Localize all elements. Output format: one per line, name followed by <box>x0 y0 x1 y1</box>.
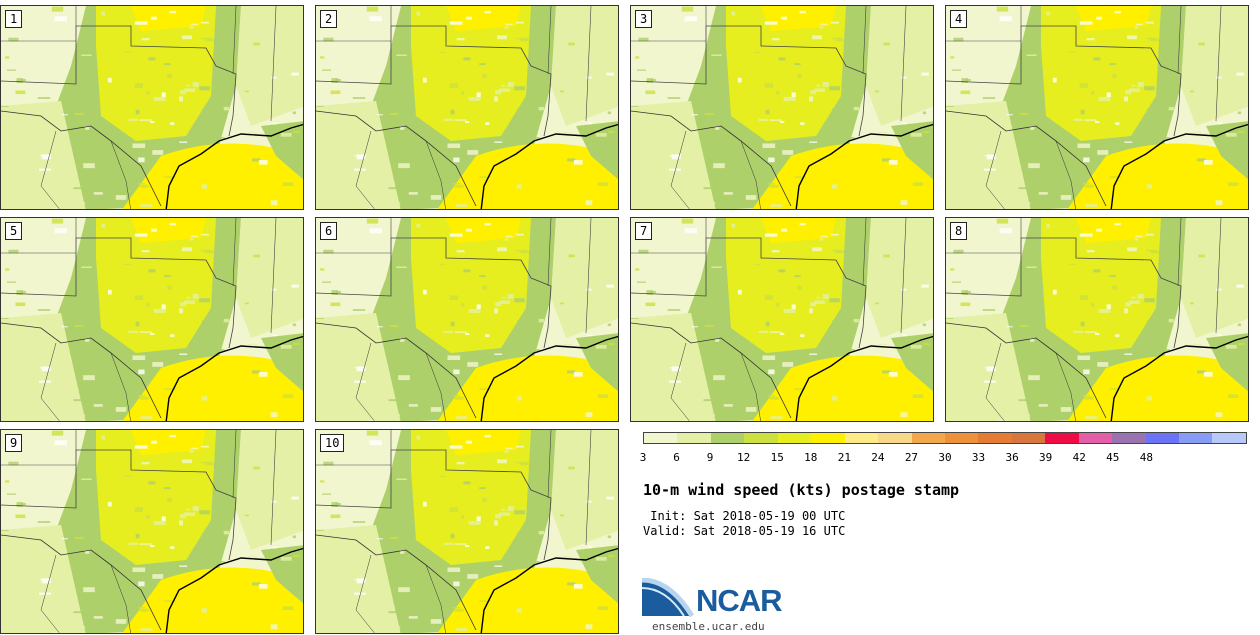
ncar-logo-icon <box>642 578 694 618</box>
colorbar-tick-label: 12 <box>737 451 751 464</box>
colorbar-swatch <box>944 433 979 443</box>
colorbar-tick-label: 27 <box>904 451 919 464</box>
colorbar-tick-label: 15 <box>770 451 784 464</box>
member-number-label: 3 <box>635 10 653 28</box>
colorbar-swatch <box>844 433 879 443</box>
colorbar-swatch <box>744 433 778 443</box>
logo-url[interactable]: ensemble.ucar.edu <box>652 620 765 633</box>
plot-title: 10-m wind speed (kts) postage stamp <box>643 481 960 499</box>
ensemble-member-map-1: 1 <box>0 5 304 210</box>
colorbar-tick-label: 30 <box>938 451 952 464</box>
colorbar-swatch <box>1212 433 1246 443</box>
colorbar-swatch <box>878 433 912 443</box>
colorbar-swatch <box>1179 433 1213 443</box>
ensemble-member-map-10: 10 <box>315 429 619 634</box>
colorbar-swatch <box>811 433 845 443</box>
ncar-logo-text: NCAR <box>696 583 783 618</box>
colorbar <box>643 432 1247 444</box>
colorbar-tick-label: 42 <box>1072 451 1086 464</box>
ensemble-member-map-2: 2 <box>315 5 619 210</box>
colorbar-tick-label: 45 <box>1106 451 1120 464</box>
member-number-label: 2 <box>320 10 338 28</box>
colorbar-tick-label: 24 <box>871 451 885 464</box>
colorbar-swatch <box>978 433 1012 443</box>
member-number-label: 9 <box>5 434 23 452</box>
ensemble-member-map-5: 5 <box>0 217 304 422</box>
init-time: Init: Sat 2018-05-19 00 UTC <box>643 509 846 523</box>
ensemble-member-map-8: 8 <box>945 217 1249 422</box>
colorbar-swatch <box>911 433 945 443</box>
colorbar-swatch <box>710 433 745 443</box>
colorbar-swatch <box>1045 433 1079 443</box>
colorbar-swatch <box>777 433 812 443</box>
colorbar-tick-label: 36 <box>1005 451 1019 464</box>
colorbar-tick-label: 18 <box>804 451 818 464</box>
member-number-label: 4 <box>950 10 968 28</box>
colorbar-tick-label: 33 <box>971 451 986 464</box>
colorbar-swatch <box>1112 433 1146 443</box>
colorbar-swatch <box>644 433 678 443</box>
colorbar-swatch <box>1078 433 1113 443</box>
colorbar-tick-label: 48 <box>1139 451 1153 464</box>
member-number-label: 8 <box>950 222 968 240</box>
member-number-label: 10 <box>320 434 345 452</box>
ensemble-member-map-9: 9 <box>0 429 304 634</box>
ensemble-member-map-6: 6 <box>315 217 619 422</box>
colorbar-swatch <box>677 433 711 443</box>
valid-time: Valid: Sat 2018-05-19 16 UTC <box>643 524 846 538</box>
member-number-label: 6 <box>320 222 338 240</box>
colorbar-tick-label: 3 <box>639 451 647 464</box>
member-number-label: 5 <box>5 222 23 240</box>
colorbar-tick-label: 6 <box>673 451 680 464</box>
colorbar-swatch <box>1145 433 1179 443</box>
ensemble-member-map-3: 3 <box>630 5 934 210</box>
ensemble-member-map-7: 7 <box>630 217 934 422</box>
colorbar-swatch <box>1011 433 1046 443</box>
colorbar-tick-labels: 3 6 9 12 15 18 21 24 27 30 33 36 39 42 45 48 <box>0 451 1260 465</box>
member-number-label: 1 <box>5 10 23 28</box>
colorbar-tick-label: 21 <box>837 451 851 464</box>
ensemble-member-map-4: 4 <box>945 5 1249 210</box>
colorbar-tick-label: 9 <box>706 451 714 464</box>
member-number-label: 7 <box>635 222 653 240</box>
colorbar-tick-label: 39 <box>1039 451 1053 464</box>
